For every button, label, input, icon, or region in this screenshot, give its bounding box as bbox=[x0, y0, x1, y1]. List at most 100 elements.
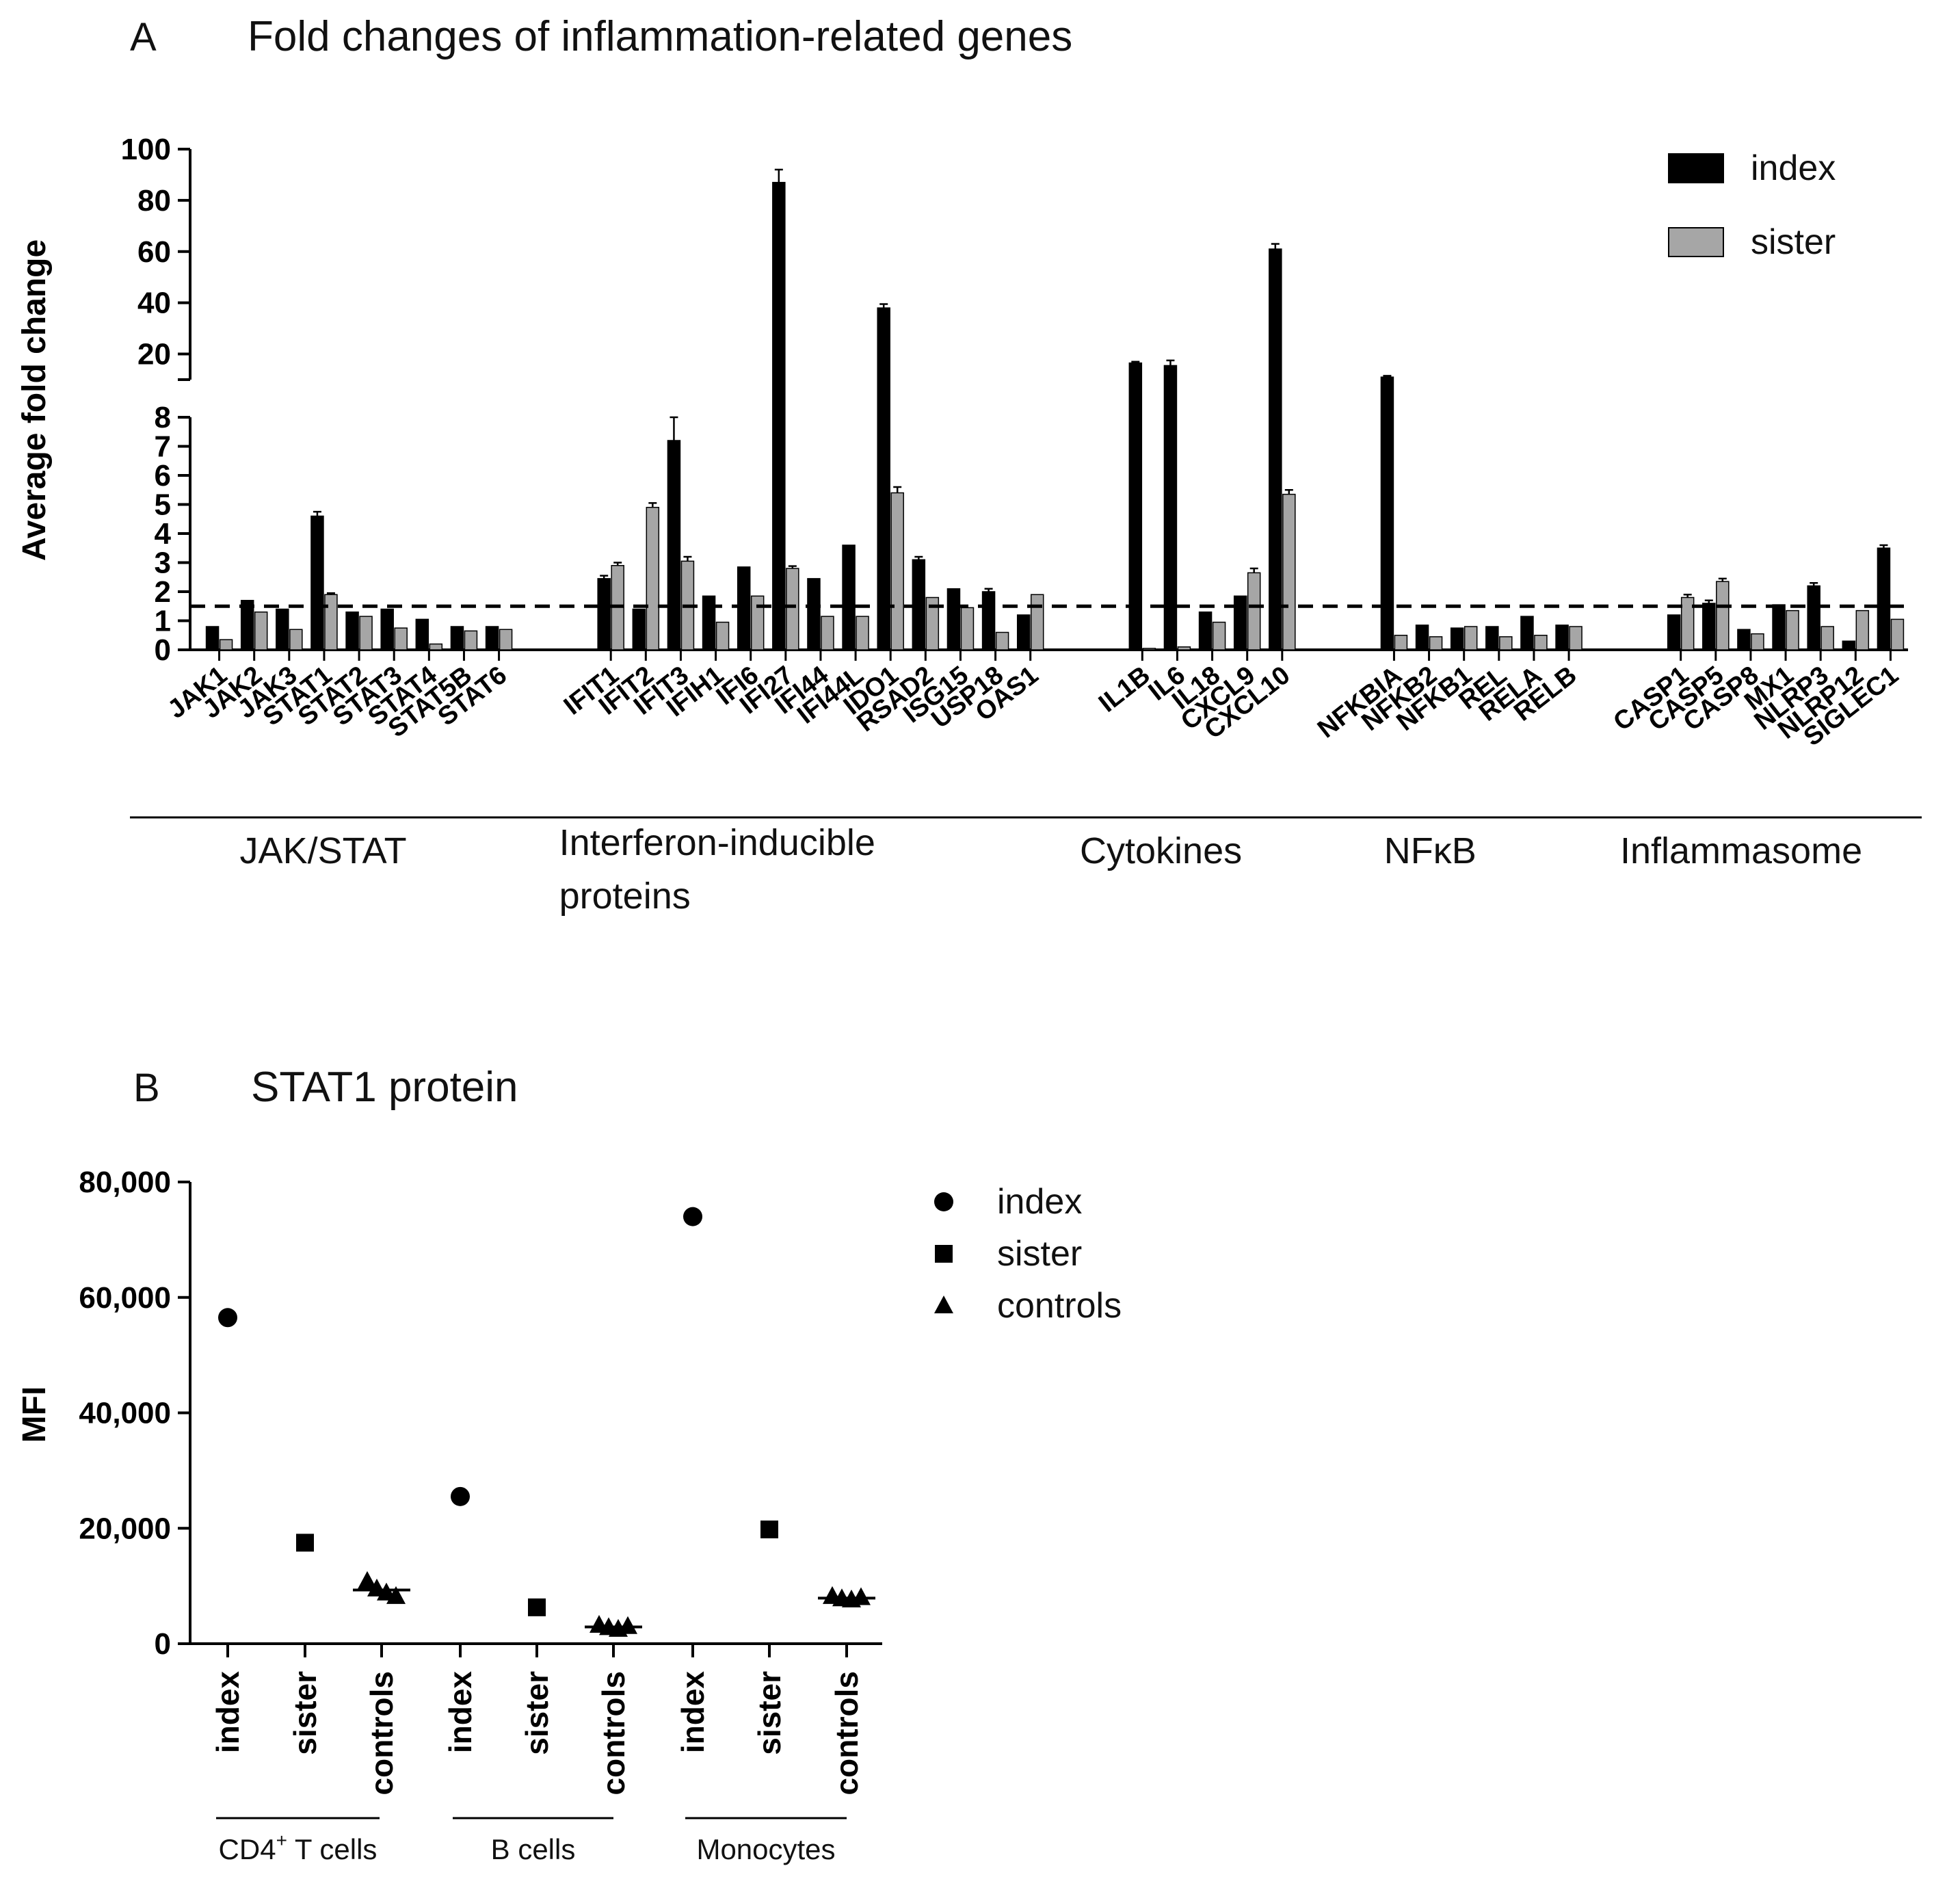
bar-index-NFKBIA bbox=[1380, 376, 1394, 651]
bar-sister-USP18 bbox=[995, 631, 1009, 651]
bar-index-IL6 bbox=[1163, 365, 1178, 651]
bar-sister-OAS1 bbox=[1030, 594, 1044, 651]
bar-sister-IFI6 bbox=[750, 595, 765, 651]
legend-marker-controls bbox=[934, 1296, 953, 1313]
y-axis-title: Average fold change bbox=[16, 239, 53, 561]
bar-index-SIGLEC1 bbox=[1877, 547, 1891, 651]
bar-sister-RELB bbox=[1569, 626, 1582, 651]
panel-b-letter: B bbox=[133, 1066, 160, 1110]
bar-index-STAT6 bbox=[485, 626, 499, 651]
group-label-1: Interferon-inducible bbox=[559, 822, 875, 863]
legend-label-sister: sister bbox=[1751, 222, 1836, 262]
y-tick-label: 80 bbox=[137, 184, 171, 218]
bar-index-JAK2 bbox=[240, 600, 254, 651]
y-tick-label: 60,000 bbox=[79, 1281, 171, 1315]
bar-sister-NLRP3 bbox=[1820, 626, 1834, 651]
bar-sister-RELA bbox=[1534, 635, 1548, 651]
y-tick-label: 80,000 bbox=[79, 1166, 171, 1199]
bar-sister-STAT5B bbox=[464, 630, 478, 651]
legend-label-sister: sister bbox=[997, 1234, 1082, 1274]
bar-index-JAK1 bbox=[205, 626, 220, 651]
legend-label-controls: controls bbox=[997, 1286, 1122, 1326]
bar-sister-NLRP12 bbox=[1855, 609, 1870, 651]
y-tick-label: 0 bbox=[155, 1627, 171, 1661]
category-label-controls: controls bbox=[829, 1671, 864, 1795]
bar-index-IFI44L bbox=[842, 544, 856, 651]
bar-sister-REL bbox=[1499, 636, 1513, 651]
bar-index-IFI44 bbox=[807, 578, 821, 651]
y-tick-label: 8 bbox=[155, 401, 171, 434]
y-tick-label: 20,000 bbox=[79, 1512, 171, 1545]
panel-a-title: Fold changes of inflammation-related gen… bbox=[248, 13, 1072, 60]
bar-index-ISG15 bbox=[946, 588, 961, 651]
data-point-triangle-5 bbox=[618, 1616, 637, 1634]
legend-label-index: index bbox=[1751, 148, 1836, 188]
bar-sister-STAT1 bbox=[324, 594, 338, 651]
bar-index-RELA bbox=[1520, 616, 1534, 651]
bar-sister-IFIT2 bbox=[646, 507, 660, 651]
bar-sister-IL6 bbox=[1177, 646, 1191, 651]
bar-sister-ISG15 bbox=[960, 607, 975, 651]
bar-sister-JAK3 bbox=[289, 629, 303, 651]
bar-sister-MX1 bbox=[1786, 609, 1799, 651]
bar-sister-IL18 bbox=[1212, 621, 1226, 651]
data-point-triangle-2 bbox=[386, 1586, 406, 1604]
y-axis-title: MFI bbox=[16, 1387, 53, 1443]
bar-sister-CASP5 bbox=[1716, 581, 1730, 651]
bar-index-IFIT1 bbox=[597, 578, 611, 651]
y-tick-label: 6 bbox=[155, 459, 171, 492]
group-label-4: Inflammasome bbox=[1620, 830, 1862, 871]
bar-sister-JAK2 bbox=[254, 612, 268, 651]
category-label-controls: controls bbox=[596, 1671, 631, 1795]
cell-group-superscript: + bbox=[276, 1830, 287, 1851]
legend-marker-index bbox=[934, 1192, 953, 1211]
cell-group-label-0: CD4+ T cells bbox=[219, 1830, 378, 1865]
bar-index-RELB bbox=[1555, 625, 1569, 651]
bar-index-CXCL10 bbox=[1269, 248, 1282, 651]
bar-index-OAS1 bbox=[1016, 614, 1031, 651]
data-point-circle-6 bbox=[683, 1207, 702, 1226]
bar-sister-CASP8 bbox=[1751, 633, 1764, 651]
y-tick-label: 2 bbox=[155, 575, 171, 609]
bar-index-IL18 bbox=[1198, 612, 1213, 651]
bar-sister-STAT2 bbox=[359, 616, 373, 651]
chart-b: 0 20,000 40,000 60,000 80,000 MFI index sister c… bbox=[16, 1166, 1122, 1865]
panel-a-letter: A bbox=[130, 15, 157, 60]
bar-index-STAT3 bbox=[380, 608, 394, 651]
y-tick-label: 60 bbox=[137, 235, 171, 269]
y-tick-label: 5 bbox=[155, 488, 171, 522]
cell-group-suffix: T cells bbox=[287, 1833, 378, 1865]
bar-index-CASP1 bbox=[1667, 614, 1681, 651]
cell-group-label-1: B cells bbox=[491, 1833, 576, 1865]
bar-sister-STAT4 bbox=[429, 643, 443, 651]
gene-label-IL1B: IL1B bbox=[1094, 661, 1156, 718]
bar-sister-IFI44L bbox=[856, 616, 869, 651]
bar-index-IDO1 bbox=[877, 307, 890, 651]
data-point-circle-3 bbox=[451, 1486, 470, 1506]
panel-b-title: STAT1 protein bbox=[251, 1064, 518, 1111]
cell-group-name: CD4 bbox=[219, 1833, 276, 1865]
bar-sister-NFKB2 bbox=[1429, 636, 1443, 651]
y-tick-label: 7 bbox=[155, 430, 171, 464]
bar-sister-STAT6 bbox=[499, 629, 513, 651]
legend-marker-sister bbox=[935, 1245, 953, 1263]
bar-index-NLRP12 bbox=[1842, 640, 1856, 651]
bar-sister-IFI27 bbox=[786, 568, 799, 651]
bar-index-STAT4 bbox=[415, 618, 429, 651]
bar-index-IFI6 bbox=[737, 566, 751, 651]
bar-sister-IFI44 bbox=[821, 616, 834, 651]
category-label-index: index bbox=[210, 1671, 246, 1754]
legend-label-index: index bbox=[997, 1182, 1082, 1222]
bar-index-REL bbox=[1485, 626, 1499, 651]
category-label-index: index bbox=[675, 1671, 711, 1754]
y-tick-label: 40 bbox=[137, 287, 171, 320]
bar-sister-RSAD2 bbox=[925, 596, 940, 651]
y-tick-label: 0 bbox=[155, 633, 171, 667]
bar-index-STAT5B bbox=[450, 626, 464, 651]
bar-index-STAT1 bbox=[310, 515, 324, 651]
group-label-3: NFκB bbox=[1384, 830, 1476, 871]
data-point-square-4 bbox=[528, 1598, 546, 1616]
bar-index-CASP8 bbox=[1737, 629, 1751, 651]
